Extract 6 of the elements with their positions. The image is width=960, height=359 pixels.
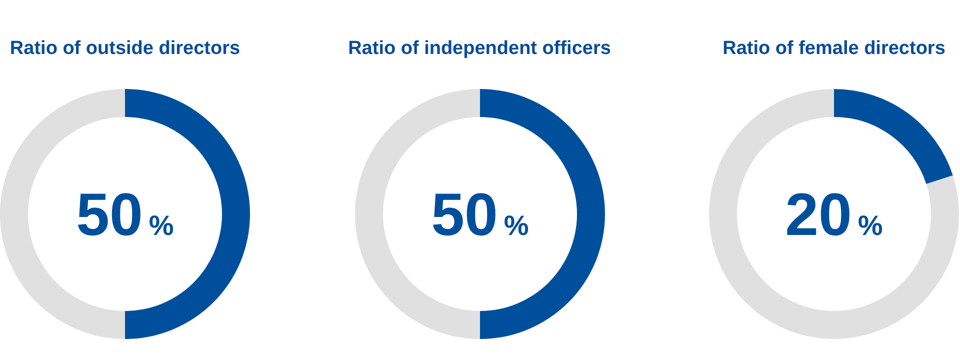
text: 20% [785, 181, 883, 248]
text: 50% [430, 181, 528, 248]
chart-title: Ratio of female directors [722, 38, 946, 61]
text: 50% [76, 181, 174, 248]
chart-title: Ratio of outside directors [8, 38, 242, 61]
chart-title: Ratio of independent officers [348, 38, 611, 61]
